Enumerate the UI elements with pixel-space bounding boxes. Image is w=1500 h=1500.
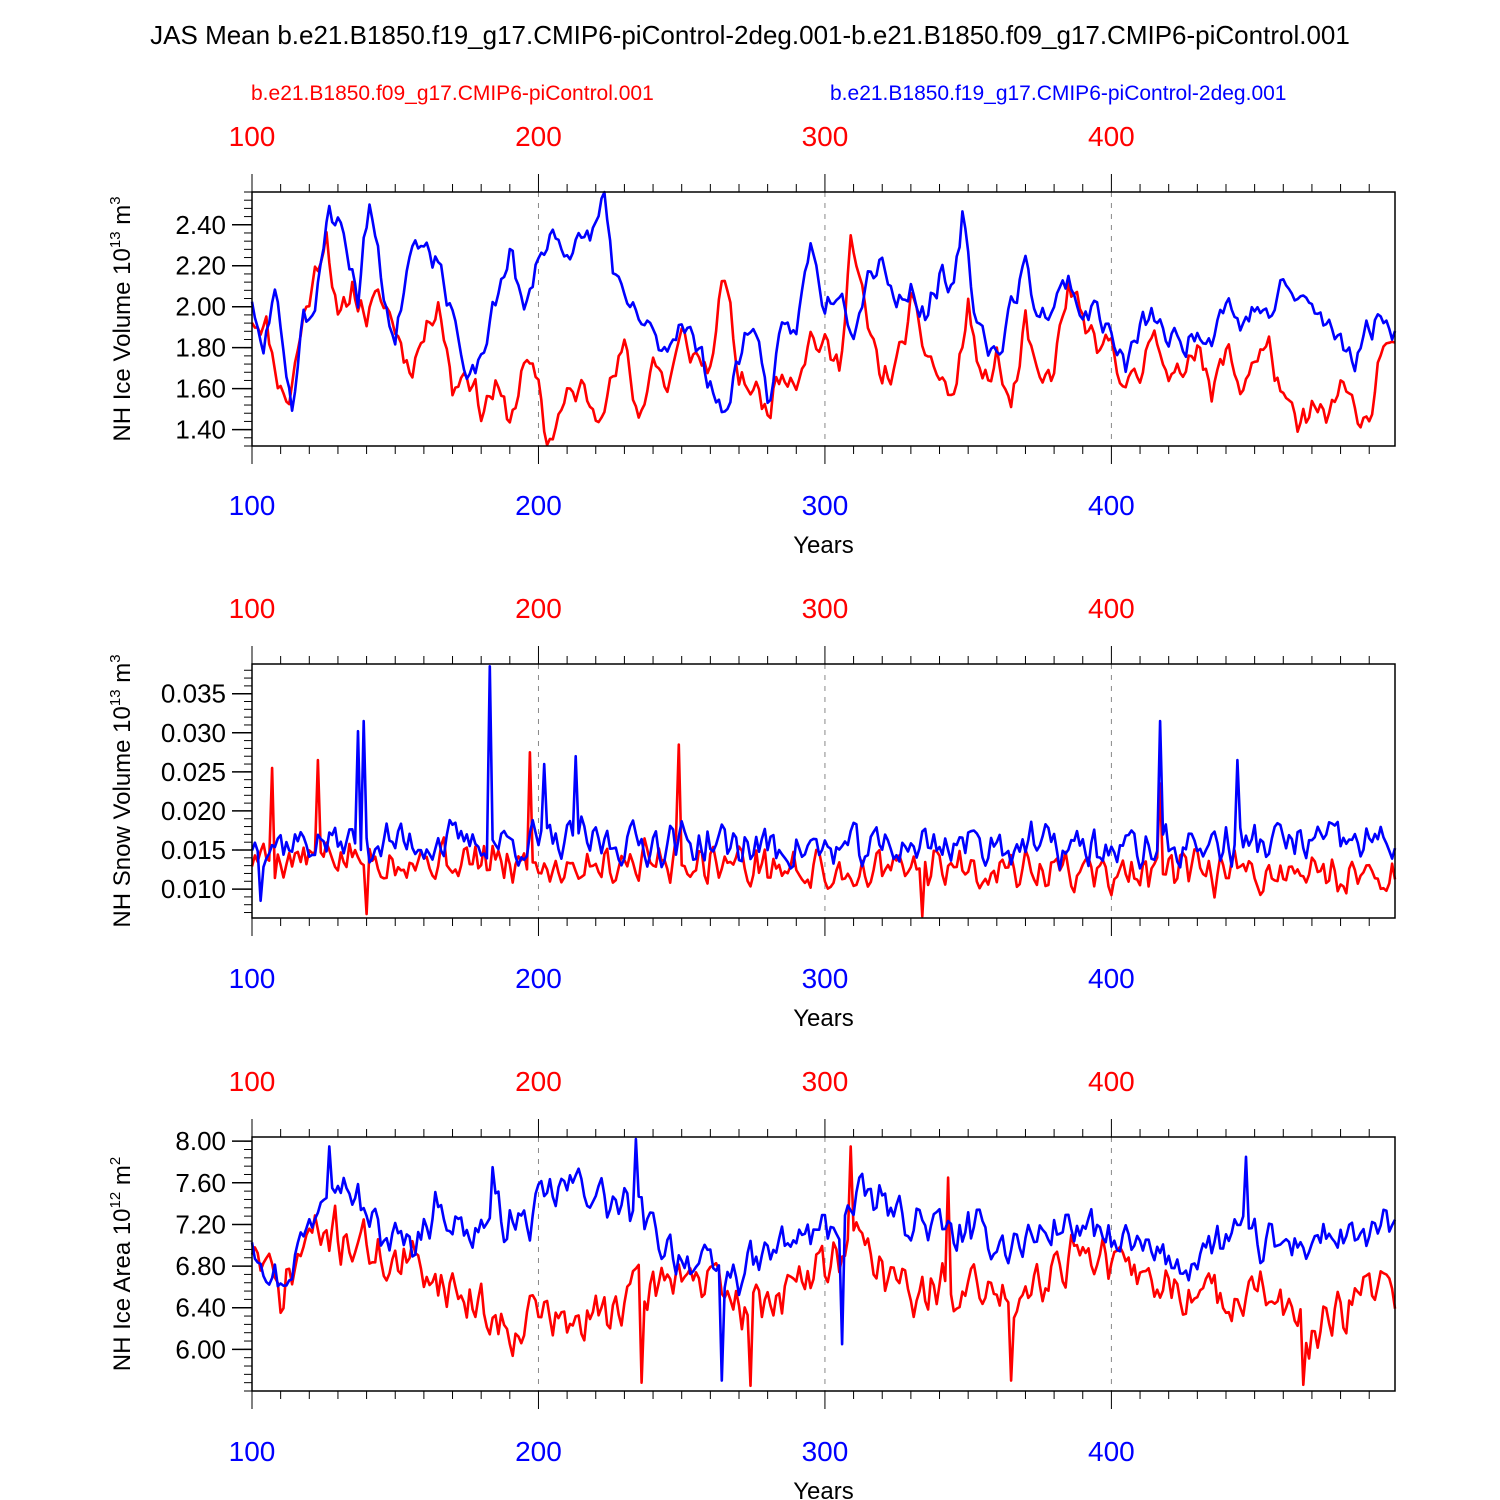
x-bottom-tick-label: 300 — [802, 1436, 849, 1467]
blue-series-line — [250, 665, 1397, 903]
x-bottom-tick-label: 100 — [229, 490, 276, 521]
x-top-tick-label: 200 — [515, 121, 562, 152]
y-axis-title: NH Ice Area 1012 m2 — [107, 1157, 136, 1371]
x-bottom-tick-label: 400 — [1088, 963, 1135, 994]
x-top-tick-label: 300 — [802, 593, 849, 624]
x-bottom-tick-label: 300 — [802, 963, 849, 994]
y-tick-label: 1.60 — [175, 374, 226, 404]
y-tick-label: 7.20 — [175, 1209, 226, 1239]
x-top-tick-label: 400 — [1088, 121, 1135, 152]
x-top-tick-label: 400 — [1088, 593, 1135, 624]
x-axes: 100 100 200 200 300 300 400 400 — [229, 1066, 1370, 1467]
x-top-tick-label: 300 — [802, 1066, 849, 1097]
y-tick-label: 6.80 — [175, 1251, 226, 1281]
y-tick-label: 2.40 — [175, 210, 226, 240]
blue-series-line — [250, 190, 1397, 414]
legend-red-series: b.e21.B1850.f09_g17.CMIP6-piControl.001 — [251, 82, 654, 105]
plot-frame — [251, 1136, 1396, 1392]
x-bottom-tick-label: 100 — [229, 963, 276, 994]
y-tick-label: 0.010 — [161, 874, 226, 904]
x-top-tick-label: 200 — [515, 593, 562, 624]
x-bottom-tick-label: 100 — [229, 1436, 276, 1467]
red-series-line — [250, 230, 1396, 447]
y-tick-label: 1.40 — [175, 415, 226, 445]
plot-frame — [251, 191, 1396, 447]
x-bottom-tick-label: 200 — [515, 1436, 562, 1467]
panel-2: 0.010 0.015 0.020 0.025 0.030 0.035 100 100 200 2… — [107, 593, 1397, 1032]
red-series-line — [250, 743, 1397, 918]
x-axes: 100 100 200 200 300 300 400 400 — [229, 593, 1370, 994]
y-tick-label: 8.00 — [175, 1126, 226, 1156]
y-tick-label: 0.020 — [161, 796, 226, 826]
y-axis-title: NH Ice Volume 1013 m3 — [107, 196, 136, 441]
plot-frame — [251, 663, 1396, 919]
x-axis-title: Years — [793, 1005, 854, 1032]
x-bottom-tick-label: 200 — [515, 963, 562, 994]
x-top-tick-label: 100 — [229, 1066, 276, 1097]
red-series-line — [250, 1145, 1397, 1388]
y-axis: 1.40 1.60 1.80 2.00 2.20 2.40 — [175, 191, 252, 447]
panel-1: 1.40 1.60 1.80 2.00 2.20 2.40 100 100 200 200 300 3… — [107, 121, 1397, 559]
y-tick-label: 0.025 — [161, 757, 226, 787]
x-axis-title: Years — [793, 1478, 854, 1500]
y-tick-label: 2.00 — [175, 292, 226, 322]
x-bottom-tick-label: 200 — [515, 490, 562, 521]
x-axis-title: Years — [793, 532, 854, 559]
y-tick-label: 0.030 — [161, 718, 226, 748]
x-axes: 100 100 200 200 300 300 400 400 — [229, 121, 1370, 521]
x-top-tick-label: 200 — [515, 1066, 562, 1097]
blue-series-line — [250, 1137, 1397, 1382]
y-tick-label: 6.00 — [175, 1334, 226, 1364]
x-top-tick-label: 100 — [229, 593, 276, 624]
chart-title: JAS Mean b.e21.B1850.f19_g17.CMIP6-piCon… — [150, 20, 1350, 50]
y-axis-title: NH Snow Volume 1013 m3 — [107, 654, 136, 927]
x-top-tick-label: 400 — [1088, 1066, 1135, 1097]
y-axis: 6.00 6.40 6.80 7.20 7.60 8.00 — [175, 1126, 252, 1392]
x-bottom-tick-label: 300 — [802, 490, 849, 521]
y-tick-label: 2.20 — [175, 251, 226, 281]
y-tick-label: 1.80 — [175, 333, 226, 363]
y-tick-label: 7.60 — [175, 1168, 226, 1198]
x-bottom-tick-label: 400 — [1088, 1436, 1135, 1467]
y-tick-label: 0.035 — [161, 679, 226, 709]
x-top-tick-label: 100 — [229, 121, 276, 152]
y-tick-label: 6.40 — [175, 1293, 226, 1323]
y-tick-label: 0.015 — [161, 835, 226, 865]
legend-blue-series: b.e21.B1850.f19_g17.CMIP6-piControl-2deg… — [830, 82, 1287, 105]
y-axis: 0.010 0.015 0.020 0.025 0.030 0.035 — [161, 669, 252, 914]
panel-3: 6.006.406.807.207.608.001001002002003003… — [107, 1066, 1397, 1500]
x-top-tick-label: 300 — [802, 121, 849, 152]
x-bottom-tick-label: 400 — [1088, 490, 1135, 521]
